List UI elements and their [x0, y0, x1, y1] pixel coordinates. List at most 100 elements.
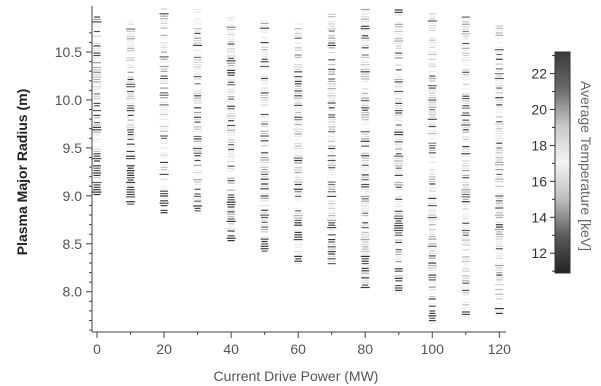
data-point: [328, 210, 335, 212]
data-point: [327, 104, 337, 106]
data-point: [228, 77, 235, 79]
data-point: [461, 193, 470, 196]
data-point: [328, 205, 335, 207]
data-point: [428, 149, 436, 151]
data-point: [226, 26, 236, 28]
data-point: [462, 165, 470, 167]
data-point: [294, 159, 303, 162]
data-point: [462, 258, 470, 260]
data-point: [361, 145, 370, 147]
data-point: [193, 145, 203, 147]
data-point: [495, 27, 503, 29]
data-point: [227, 108, 235, 110]
data-point: [261, 169, 268, 171]
data-point: [127, 105, 135, 107]
data-point: [228, 194, 235, 196]
data-point: [428, 279, 436, 281]
data-point: [327, 90, 336, 92]
data-point: [327, 95, 337, 97]
data-point: [428, 89, 437, 92]
data-point: [394, 275, 404, 277]
data-point: [160, 161, 169, 163]
data-point: [328, 253, 336, 255]
data-point: [462, 277, 470, 279]
data-point: [260, 20, 269, 22]
data-point: [395, 172, 403, 174]
data-point: [495, 111, 503, 113]
data-point: [228, 144, 235, 146]
data-point: [294, 64, 303, 66]
data-point: [428, 94, 437, 96]
data-point: [362, 109, 369, 111]
data-point: [194, 114, 202, 116]
data-point: [462, 225, 469, 227]
data-point: [294, 37, 302, 39]
colorbar-tick-label: 12: [531, 245, 547, 261]
data-point: [194, 107, 202, 109]
data-point: [227, 84, 236, 86]
data-point: [361, 37, 370, 39]
data-point: [394, 141, 403, 143]
data-point: [428, 240, 436, 243]
data-point: [294, 207, 303, 209]
data-point: [427, 264, 437, 267]
data-point: [260, 27, 270, 29]
data-point: [395, 50, 403, 52]
data-point: [394, 42, 403, 45]
data-point: [93, 170, 101, 172]
data-point: [427, 53, 437, 56]
data-point: [160, 99, 168, 101]
data-point: [193, 64, 202, 66]
data-point: [394, 134, 404, 136]
data-point: [461, 69, 470, 71]
data-point: [462, 301, 470, 303]
data-point: [496, 274, 503, 276]
data-point: [193, 140, 202, 142]
data-point: [462, 30, 469, 33]
series-40mw: [226, 17, 236, 242]
data-point: [395, 93, 403, 95]
data-point: [461, 239, 470, 241]
x-axis-title: Current Drive Power (MW): [214, 368, 379, 384]
data-point: [194, 143, 202, 145]
data-point: [92, 191, 102, 193]
data-point: [93, 114, 101, 116]
data-point: [294, 131, 302, 133]
data-point: [361, 188, 370, 190]
data-point: [395, 14, 403, 16]
colorbar-gradient: [554, 51, 571, 274]
data-point: [327, 217, 337, 219]
data-point: [226, 228, 236, 230]
data-point: [294, 133, 302, 135]
data-point: [293, 181, 303, 183]
data-point: [495, 58, 503, 60]
data-point: [260, 161, 270, 163]
data-point: [429, 171, 436, 173]
data-point: [193, 76, 202, 78]
data-point: [126, 189, 135, 191]
data-point: [160, 37, 169, 39]
data-point: [428, 288, 436, 291]
data-point: [127, 40, 135, 42]
data-point: [160, 205, 168, 207]
data-point: [394, 114, 403, 116]
data-point: [161, 152, 168, 154]
data-point: [126, 155, 136, 157]
data-point: [227, 211, 235, 213]
data-point: [361, 61, 369, 63]
data-point: [461, 102, 470, 104]
data-point: [361, 174, 369, 176]
data-point: [394, 131, 404, 133]
data-point: [395, 74, 403, 76]
data-point: [328, 162, 336, 164]
data-point: [428, 286, 436, 288]
data-point: [361, 279, 370, 281]
data-point: [127, 21, 134, 23]
data-point: [428, 176, 436, 178]
data-point: [496, 104, 503, 106]
data-point: [226, 115, 236, 117]
data-point: [126, 28, 136, 30]
data-point: [227, 53, 236, 55]
data-point: [159, 104, 169, 106]
data-point: [461, 160, 470, 162]
